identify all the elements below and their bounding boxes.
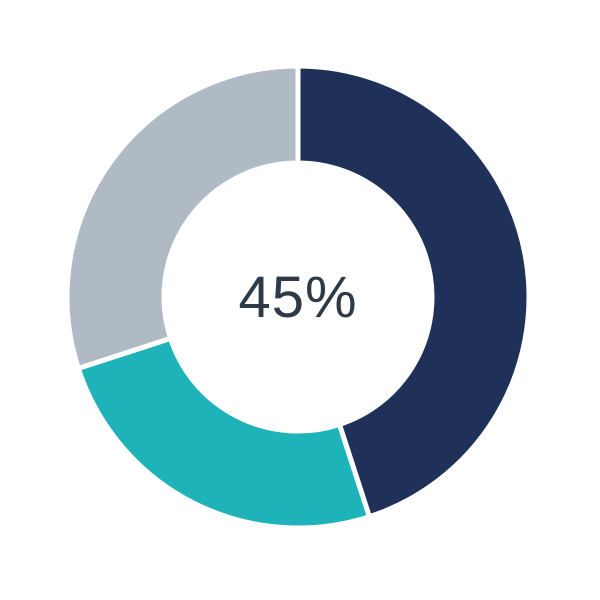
donut-segment-2 [75,335,373,531]
donut-center-label: 45% [238,264,358,330]
donut-segment-1 [295,63,532,520]
donut-segment-3 [64,63,301,372]
